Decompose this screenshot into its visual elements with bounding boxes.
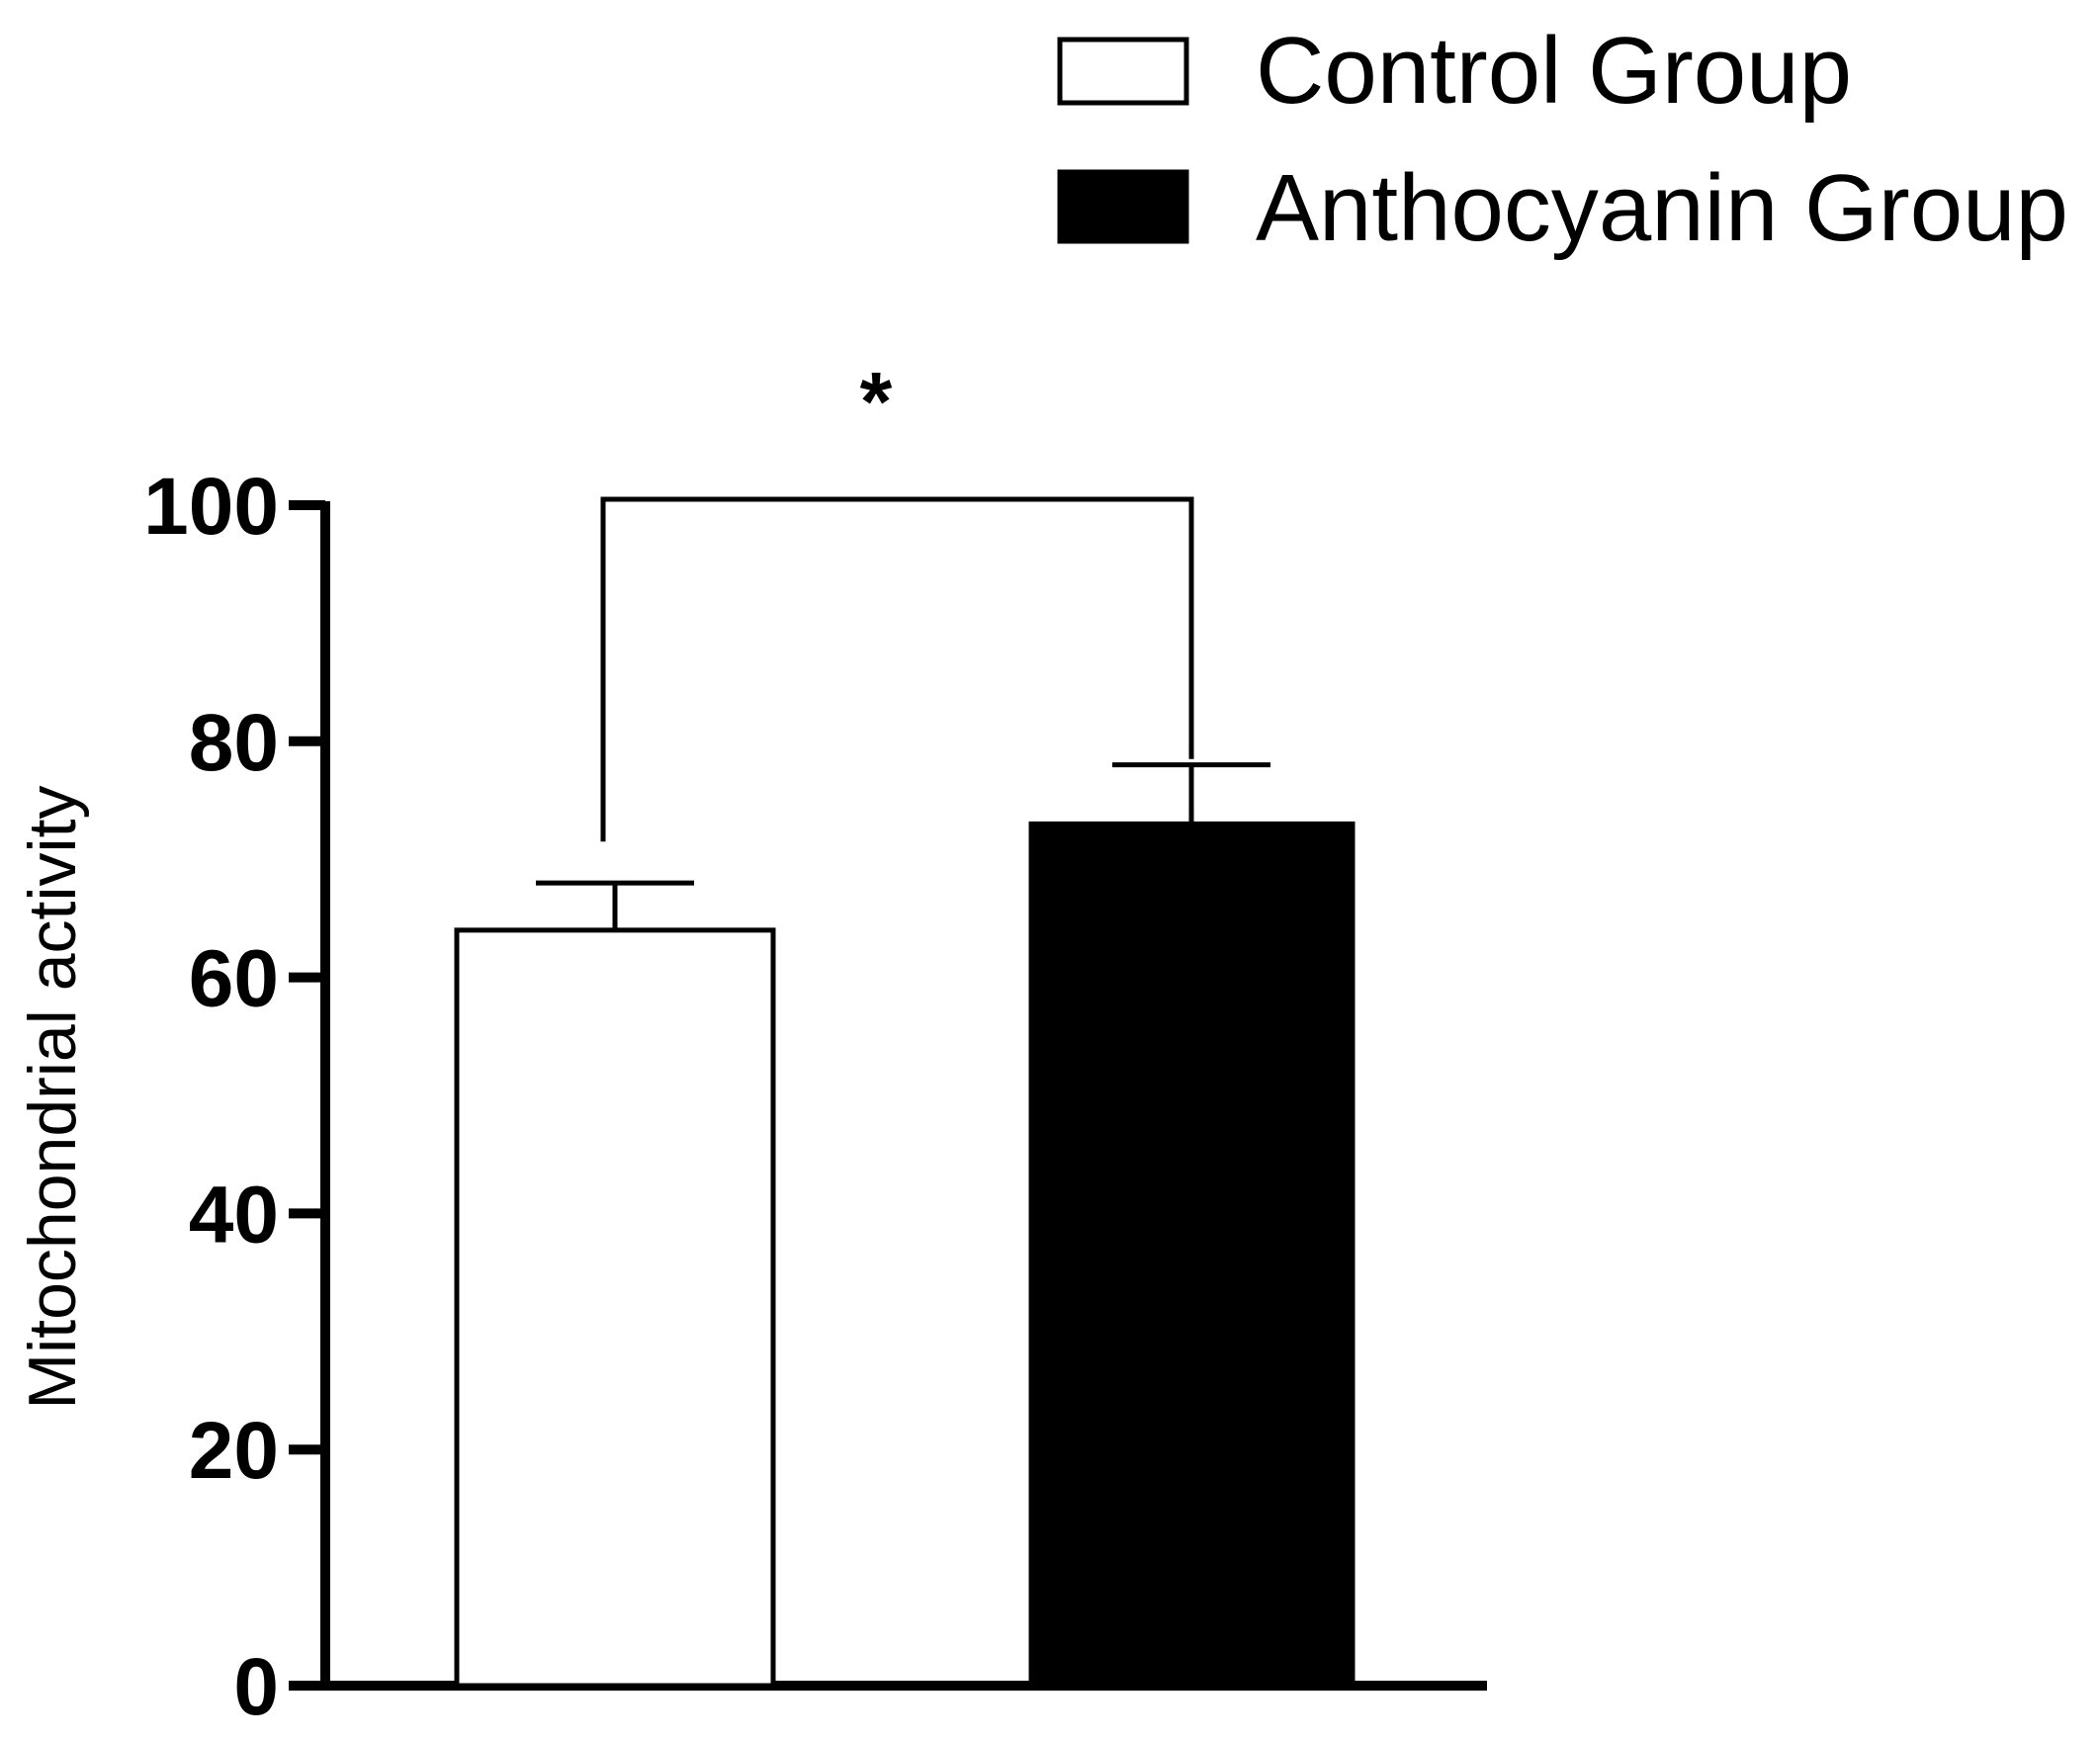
error-bar-anthocyanin-group	[1112, 762, 1270, 825]
legend-swatch-control	[1057, 37, 1189, 106]
y-tick-label-100: 100	[143, 462, 279, 552]
legend-label-control: Control Group	[1256, 18, 1852, 124]
y-tick-label-20: 20	[189, 1406, 279, 1496]
bar-anthocyanin-group	[1028, 821, 1356, 1689]
y-tick-label-40: 40	[189, 1170, 279, 1260]
y-tick-label-0: 0	[233, 1642, 279, 1732]
significance-asterisk: *	[860, 355, 893, 448]
y-axis-label: Mitochondrial activity	[15, 785, 90, 1409]
legend-label-anthocyanin: Anthocyanin Group	[1256, 155, 2068, 261]
y-ticks: 0 20 40 60 80 100	[143, 462, 325, 1732]
y-tick-label-60: 60	[189, 934, 279, 1024]
significance-bracket	[600, 496, 1194, 842]
y-tick-label-80: 80	[189, 698, 279, 788]
bar-control-group	[454, 927, 776, 1689]
legend: Control Group Anthocyanin Group	[1057, 18, 2068, 261]
legend-swatch-anthocyanin	[1057, 169, 1189, 244]
error-bar-control-group	[536, 880, 694, 930]
